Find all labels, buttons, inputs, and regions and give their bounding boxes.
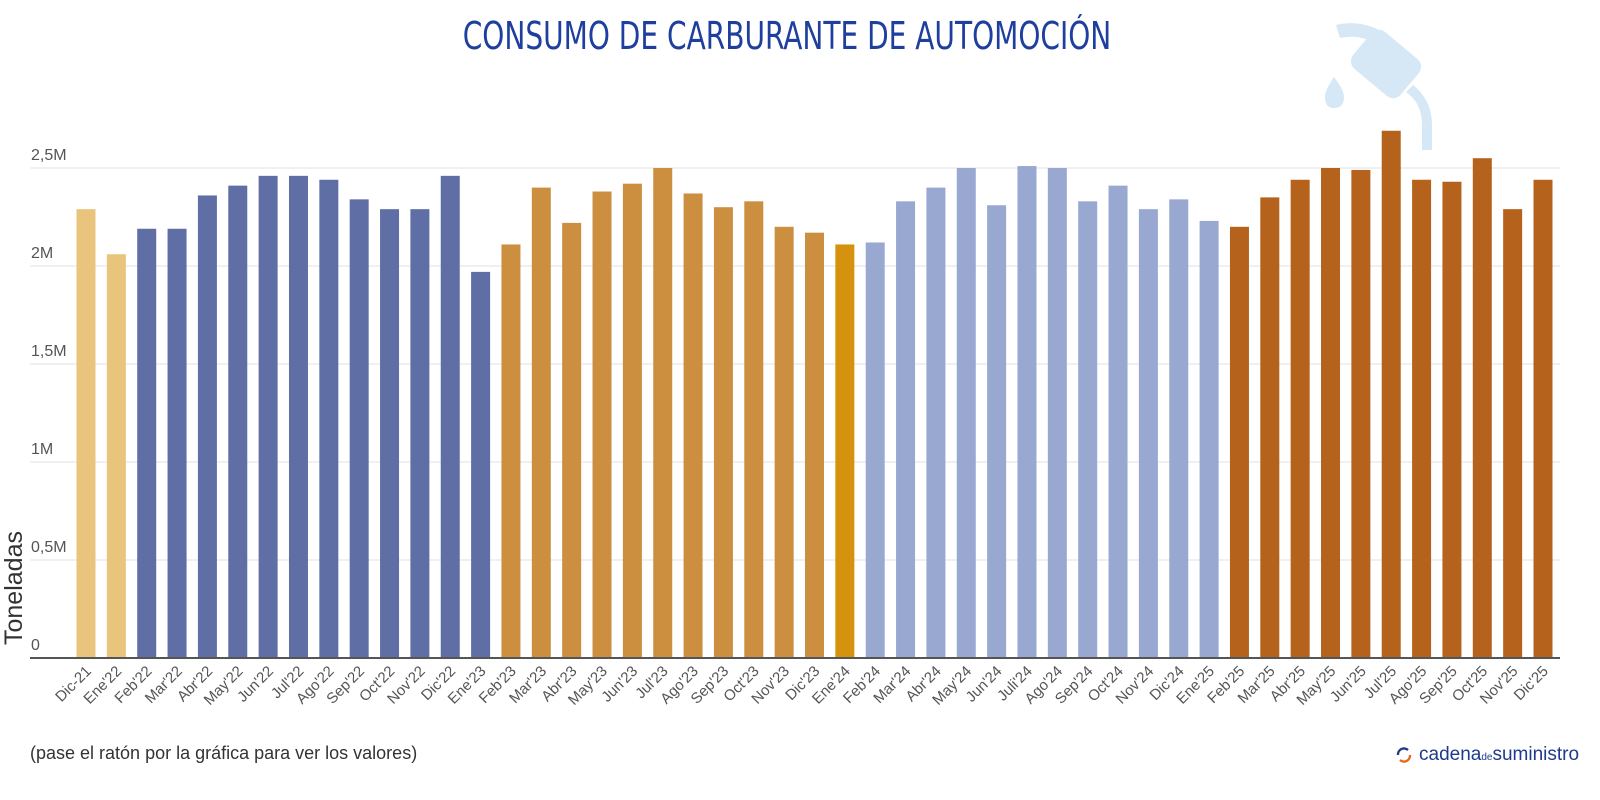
bar[interactable] (1108, 185, 1128, 658)
bar[interactable] (683, 193, 703, 659)
bar[interactable] (1138, 209, 1158, 658)
bar[interactable] (349, 199, 369, 659)
y-tick-label: 1M (31, 441, 53, 458)
bar[interactable] (258, 175, 278, 658)
bar[interactable] (896, 201, 916, 658)
bar[interactable] (713, 207, 733, 658)
bar[interactable] (1169, 199, 1189, 659)
bar[interactable] (744, 201, 764, 658)
bar[interactable] (440, 175, 460, 658)
bar[interactable] (835, 244, 855, 658)
brand-name-3: suministro (1492, 744, 1580, 765)
bar[interactable] (1533, 179, 1553, 658)
bar[interactable] (1260, 197, 1280, 658)
bar[interactable] (562, 222, 582, 658)
bar[interactable] (1412, 179, 1432, 658)
bar[interactable] (622, 183, 642, 658)
y-tick-label: 2,5M (31, 147, 67, 164)
brand-name-2: de (1481, 752, 1493, 763)
y-tick-label: 1,5M (31, 343, 67, 360)
y-tick-label: 0,5M (31, 539, 67, 556)
bar[interactable] (319, 179, 339, 658)
bar[interactable] (592, 191, 612, 658)
bar[interactable] (1442, 181, 1462, 658)
bar[interactable] (1381, 130, 1401, 658)
bar[interactable] (167, 228, 187, 658)
bar[interactable] (228, 185, 248, 658)
bar[interactable] (1017, 166, 1037, 659)
bar[interactable] (774, 226, 794, 659)
bar[interactable] (865, 242, 885, 659)
bar[interactable] (501, 244, 521, 658)
bar[interactable] (197, 195, 217, 658)
bar[interactable] (1503, 209, 1523, 658)
bar[interactable] (956, 168, 976, 658)
y-axis-label: Toneladas (0, 531, 28, 645)
bar[interactable] (805, 232, 824, 658)
bar[interactable] (1229, 226, 1249, 659)
bar[interactable] (380, 209, 400, 658)
brand-logo[interactable]: cadenadesuministro (1395, 744, 1579, 766)
bar[interactable] (288, 175, 308, 658)
bar[interactable] (1351, 169, 1371, 658)
bar[interactable] (76, 209, 96, 658)
y-tick-label: 0 (31, 637, 40, 654)
bar[interactable] (1472, 158, 1492, 658)
refresh-arrows-icon (1396, 747, 1412, 763)
bar[interactable] (531, 187, 551, 658)
bar[interactable] (106, 254, 126, 659)
fuel-nozzle-icon (1325, 23, 1432, 150)
bar[interactable] (987, 205, 1007, 659)
bar[interactable] (410, 209, 430, 658)
x-tick-label: Dic'25 (1511, 663, 1552, 704)
bar[interactable] (653, 168, 673, 658)
bar[interactable] (1047, 168, 1067, 658)
bar[interactable] (471, 271, 491, 658)
hover-hint: (pase el ratón por la gráfica para ver l… (30, 743, 418, 763)
bar[interactable] (1321, 168, 1341, 658)
bar[interactable] (1078, 201, 1098, 658)
chart-title: CONSUMO DE CARBURANTE DE AUTOMOCIÓN (462, 14, 1112, 58)
y-tick-label: 2M (31, 245, 53, 262)
bar[interactable] (1199, 220, 1219, 659)
bar[interactable] (926, 187, 946, 658)
brand-name-1: cadena (1419, 744, 1482, 765)
bar[interactable] (1290, 179, 1310, 658)
bar[interactable] (137, 228, 157, 658)
